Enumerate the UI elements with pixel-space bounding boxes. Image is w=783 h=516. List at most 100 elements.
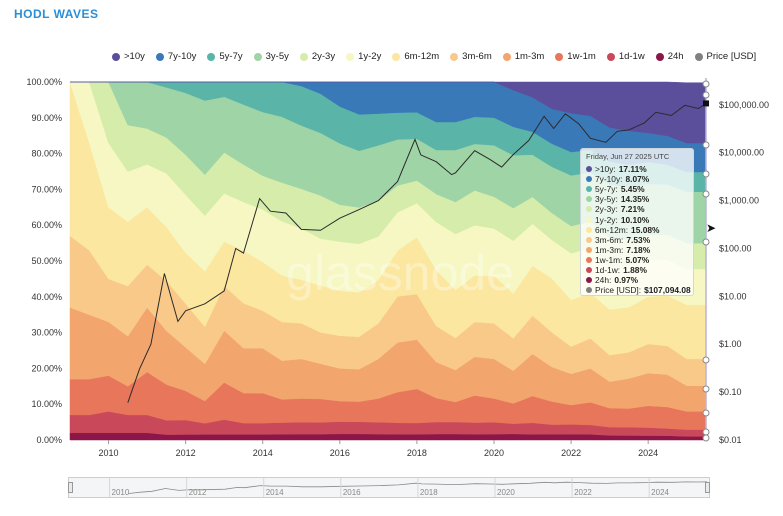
tooltip-label: 1d-1w: <box>595 264 621 275</box>
y-tick-label: 60.00% <box>31 220 62 230</box>
tooltip-swatch <box>586 196 592 203</box>
price-tick-label: $10,000.00 <box>719 148 764 158</box>
tooltip-date: Friday, Jun 27 2025 UTC <box>586 152 670 161</box>
tooltip-label: Price [USD]: <box>595 285 642 296</box>
legend-item[interactable]: 6m-12m <box>392 51 439 62</box>
legend-item[interactable]: 1m-3m <box>502 51 544 62</box>
legend-label: 7y-10y <box>167 51 197 62</box>
y-tick-label: 100.00% <box>26 77 62 87</box>
price-marker <box>703 100 709 107</box>
tooltip-label: 5y-7y: <box>595 184 618 195</box>
tooltip-swatch <box>586 166 592 173</box>
navigator-left-handle[interactable] <box>68 482 73 493</box>
legend-item[interactable]: 1d-1w <box>606 51 645 62</box>
price-tick-label: $0.01 <box>719 435 742 445</box>
y-tick-label: 10.00% <box>31 399 62 409</box>
tooltip-swatch <box>586 246 592 253</box>
legend-label: 1w-1m <box>567 51 596 62</box>
tooltip-value: 1.88% <box>623 264 647 275</box>
tooltip-row: 24h: 0.97% <box>586 275 688 285</box>
legend-swatch <box>155 52 164 61</box>
navigator-price-line <box>128 481 708 494</box>
tooltip-row: 7y-10y: 8.07% <box>586 174 688 184</box>
tooltip-swatch <box>586 206 592 213</box>
tooltip-row: 1d-1w: 1.88% <box>586 265 688 275</box>
price-tick-label: $10.00 <box>719 291 747 301</box>
price-tick-label: $1.00 <box>719 339 742 349</box>
tooltip-label: 3y-5y: <box>595 194 618 205</box>
navigator-minichart: 2010 2012 2014 2016 2018 2020 2022 2024 <box>109 478 708 497</box>
legend-label: >10y <box>124 51 145 62</box>
x-tick-label: 2012 <box>176 448 196 458</box>
legend-item[interactable]: 3y-5y <box>253 51 289 62</box>
tooltip-value: 7.53% <box>626 234 651 245</box>
price-line <box>127 102 707 403</box>
legend-item[interactable]: 5y-7y <box>207 51 243 62</box>
series-marker <box>702 91 710 99</box>
y-tick-label: 40.00% <box>31 292 62 302</box>
tooltip-value: 5.45% <box>620 184 645 195</box>
tooltip-label: >10y: <box>595 164 616 175</box>
legend-item[interactable]: Price [USD] <box>694 51 756 62</box>
legend-swatch <box>346 52 355 61</box>
series-marker <box>702 170 710 178</box>
x-tick-label: 2018 <box>407 448 427 458</box>
legend-item[interactable]: 1w-1m <box>555 51 596 62</box>
tooltip-value: 17.11% <box>618 164 647 175</box>
series-marker <box>702 141 710 149</box>
legend-swatch <box>299 52 308 61</box>
navigator-right-handle[interactable] <box>705 482 710 493</box>
tooltip-value: 0.97% <box>614 275 639 286</box>
price-tick-label: $0.10 <box>719 387 742 397</box>
navigator-year-label: 2014 <box>266 488 284 497</box>
tooltip-row: 3y-5y: 14.35% <box>586 194 688 204</box>
tooltip-value: 10.10% <box>620 214 650 225</box>
series-marker <box>702 356 710 364</box>
tooltip-value: $107,094.08 <box>644 285 691 296</box>
tooltip-swatch <box>586 256 592 263</box>
tooltip-value: 15.08% <box>631 224 660 235</box>
tooltip-label: 1m-3m: <box>595 244 624 255</box>
legend-label: 3y-5y <box>265 51 289 62</box>
tooltip-row: Price [USD]: $107,094.08 <box>586 285 691 296</box>
page-title: HODL WAVES <box>14 7 99 21</box>
series-marker <box>702 80 710 88</box>
series-marker <box>702 385 710 393</box>
legend-item[interactable]: 3m-6m <box>450 51 492 62</box>
hodl-waves-chart[interactable]: glassnode 0.00% 10.00% 20.00% 30.00% 40.00% 50… <box>0 0 783 470</box>
legend-item[interactable]: 2y-3y <box>299 51 336 62</box>
tooltip-swatch <box>586 186 592 193</box>
navigator-year-label: 2016 <box>343 488 361 497</box>
watermark: glassnode <box>286 245 514 301</box>
legend-item[interactable]: 1y-2y <box>346 51 381 62</box>
range-navigator[interactable]: 2010 2012 2014 2016 2018 2020 2022 2024 <box>68 477 710 498</box>
navigator-year-label: 2012 <box>189 488 207 497</box>
legend-swatch <box>655 52 664 61</box>
tooltip-row: 1w-1m: 5.07% <box>586 255 688 265</box>
x-tick-label: 2022 <box>561 448 581 458</box>
tooltip-swatch <box>586 216 592 223</box>
y-tick-label: 90.00% <box>31 113 62 123</box>
tooltip-value: 8.07% <box>625 174 650 185</box>
legend-swatch <box>606 52 615 61</box>
tooltip-swatch <box>586 266 592 273</box>
legend-item[interactable]: 24h <box>655 51 684 62</box>
tooltip-label: 24h: <box>595 275 612 286</box>
legend-swatch <box>392 52 401 61</box>
legend-label: 24h <box>667 51 684 62</box>
x-tick-label: 2024 <box>638 448 658 458</box>
y-tick-label: 0.00% <box>36 435 62 445</box>
tooltip-label: 6m-12m: <box>595 224 629 235</box>
tooltip-row: 1y-2y: 10.10% <box>586 214 688 225</box>
legend-item[interactable]: >10y <box>112 51 145 62</box>
tooltip-row: 2y-3y: 7.21% <box>586 204 688 214</box>
navigator-year-label: 2010 <box>112 488 130 497</box>
series-marker <box>702 190 710 198</box>
legend-item[interactable]: 7y-10y <box>155 51 197 62</box>
navigator-year-label: 2022 <box>574 488 592 497</box>
series-marker <box>702 428 710 436</box>
legend-swatch <box>555 52 564 61</box>
legend-label: 2y-3y <box>311 51 336 62</box>
tooltip-swatch <box>586 236 592 243</box>
tooltip-row: 3m-6m: 7.53% <box>586 235 688 245</box>
